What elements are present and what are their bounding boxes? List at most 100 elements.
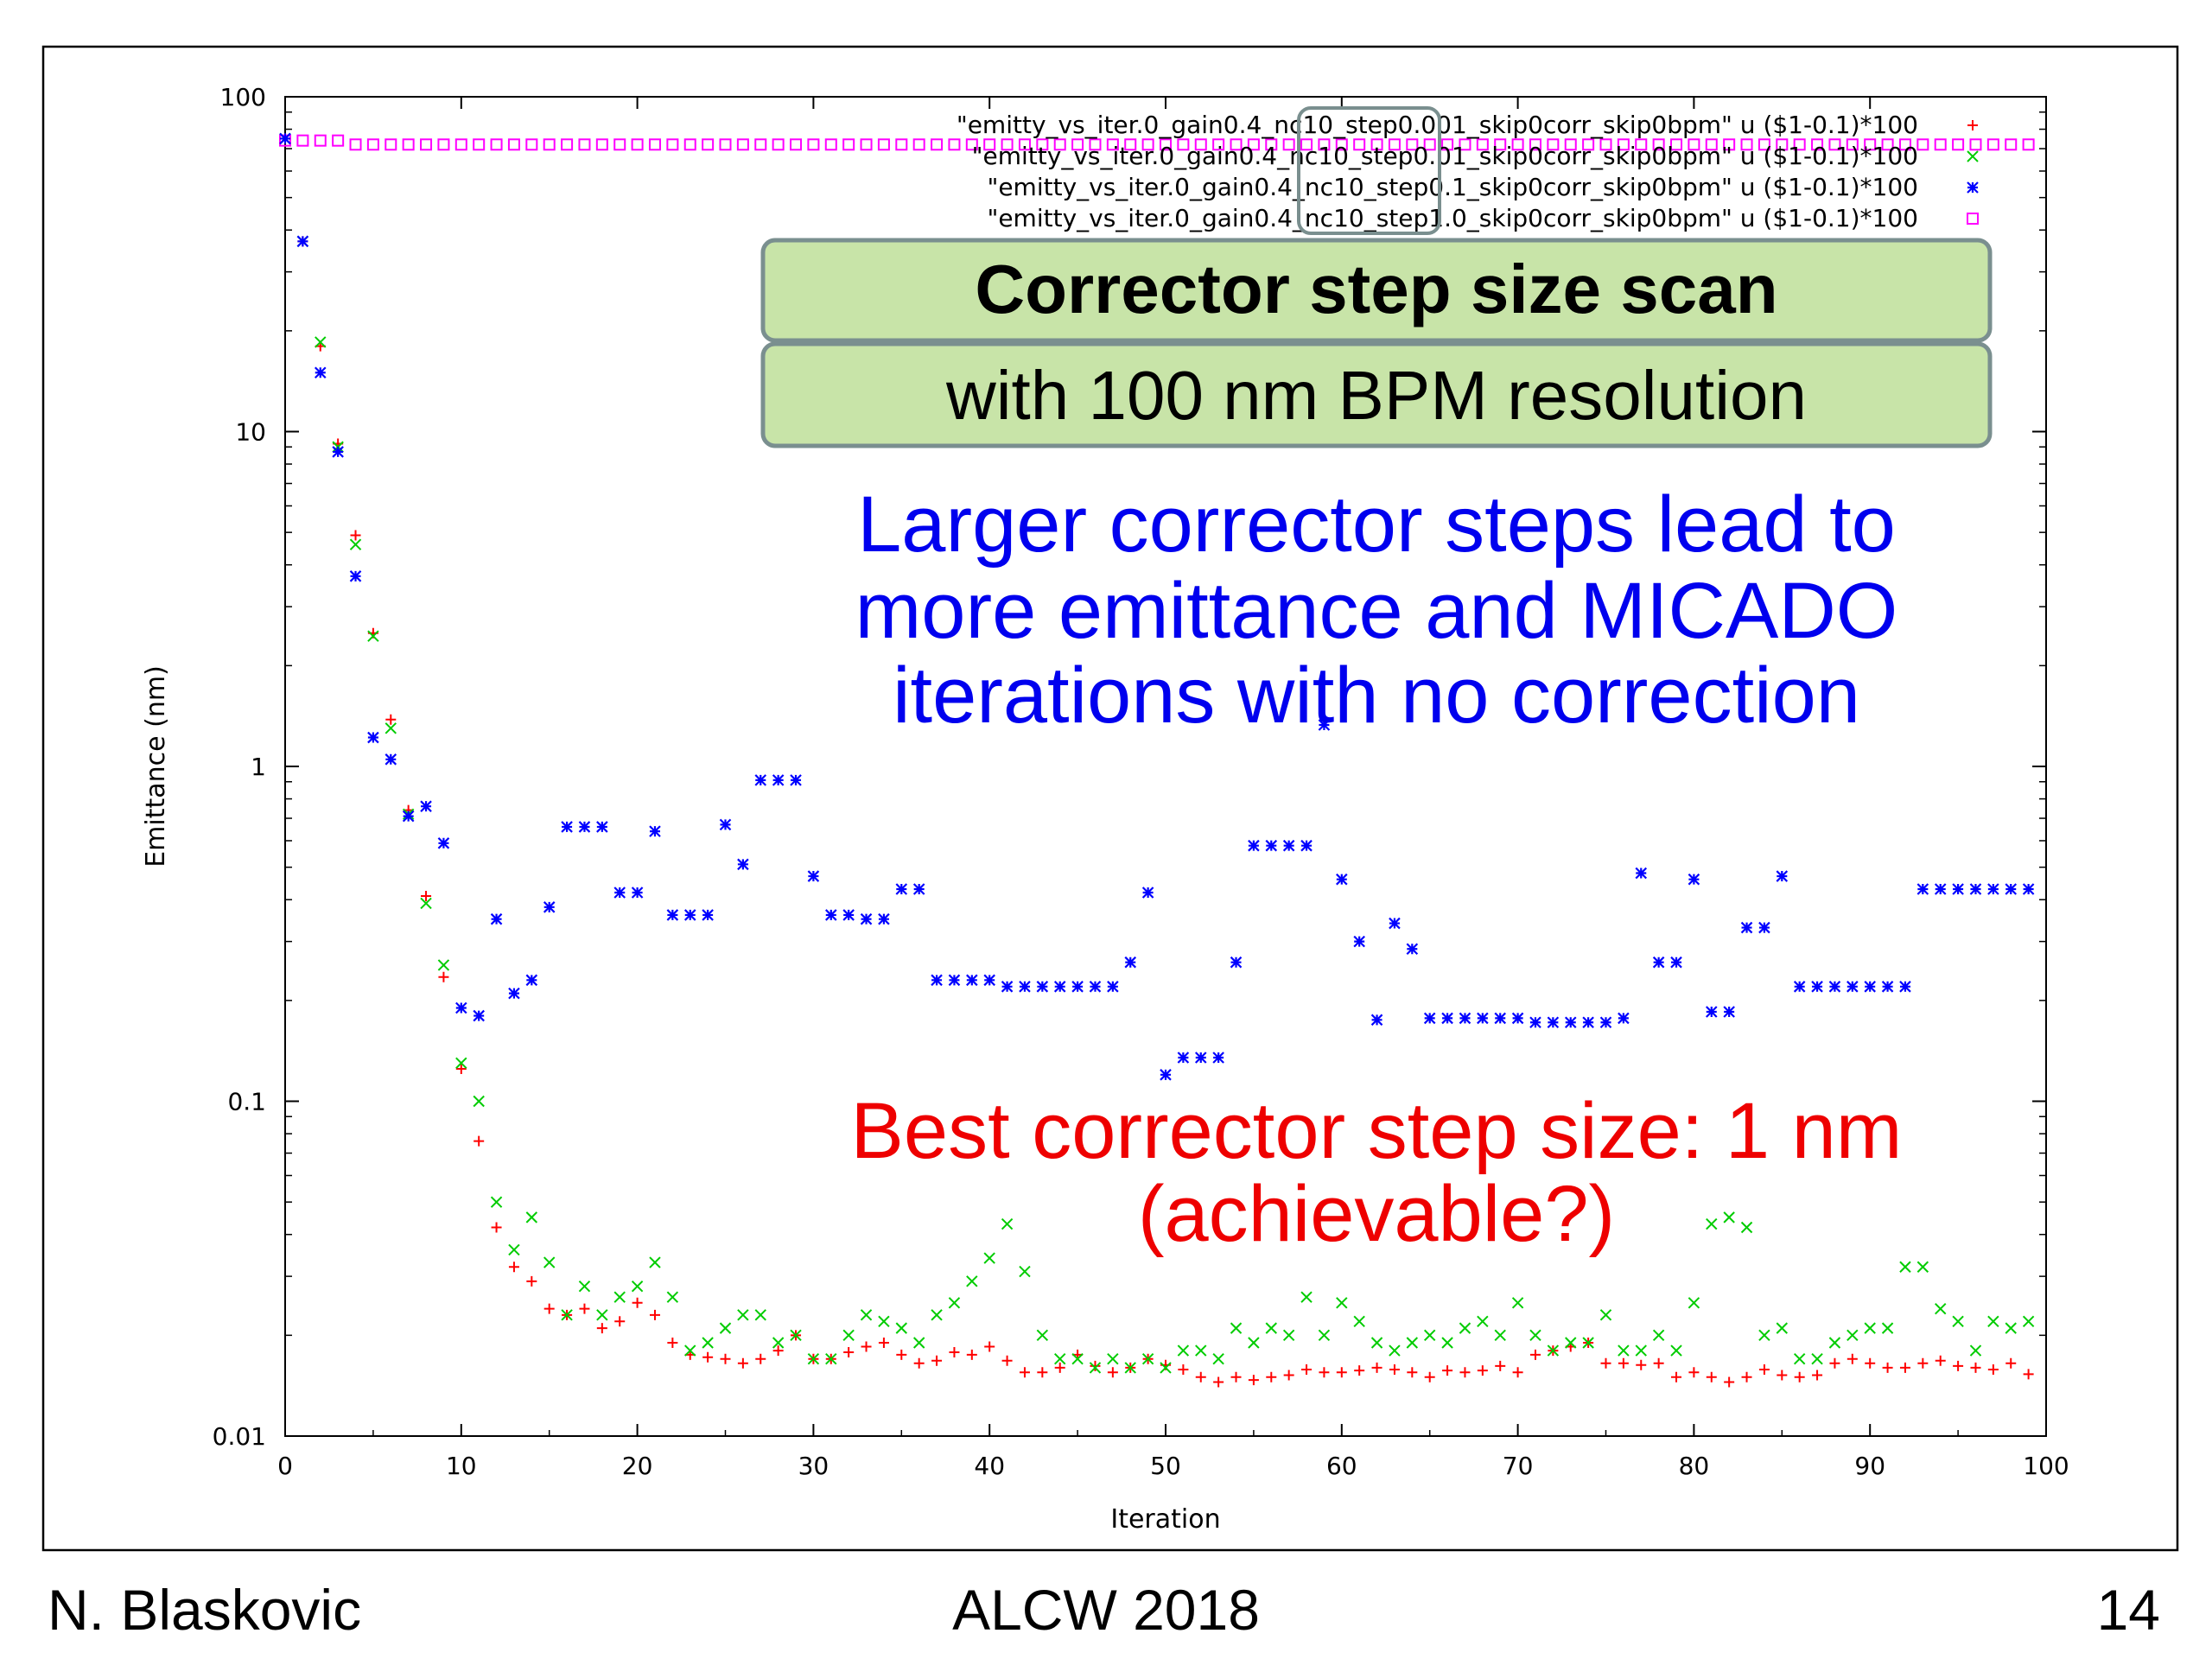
series-2-point <box>2005 883 2018 895</box>
plus-glyph <box>350 530 361 541</box>
series-2-point <box>966 974 978 987</box>
series-1-point <box>772 1337 785 1349</box>
star-glyph <box>296 235 309 248</box>
cross-glyph <box>1230 1322 1243 1334</box>
plus-glyph <box>896 1349 907 1360</box>
series-2-point <box>1248 839 1260 852</box>
plus-glyph <box>931 1355 943 1366</box>
star-glyph <box>1053 981 1066 993</box>
cross-glyph <box>1706 1217 1718 1230</box>
series-3-point <box>1036 138 1049 151</box>
series-2-point <box>1564 1016 1577 1029</box>
series-2-point <box>1934 883 1947 895</box>
cross-glyph <box>1036 1329 1049 1342</box>
square-glyph <box>1406 138 1419 151</box>
cross-glyph <box>807 1352 820 1365</box>
series-2-point <box>1670 956 1682 969</box>
square-glyph <box>983 138 996 151</box>
star-glyph <box>1036 981 1049 993</box>
series-2-point <box>279 132 291 145</box>
series-2-point <box>1107 981 1119 993</box>
square-glyph <box>1388 138 1401 151</box>
series-2-point <box>1389 917 1401 930</box>
series-2-point <box>561 821 573 833</box>
plus-glyph <box>1512 1367 1523 1378</box>
series-1-point <box>455 1057 467 1070</box>
x-tick-label: 60 <box>1326 1452 1357 1480</box>
plus-glyph <box>1953 1360 1964 1371</box>
series-1-point <box>1529 1329 1541 1342</box>
series-1-point <box>1406 1337 1419 1349</box>
square-glyph <box>1740 138 1753 151</box>
series-2-point <box>1706 1006 1718 1018</box>
series-1-point <box>1811 1352 1823 1365</box>
star-glyph <box>525 974 538 987</box>
series-3-point <box>1124 138 1137 151</box>
series-3-point <box>1969 138 1982 151</box>
series-0-point <box>1054 1362 1065 1373</box>
plus-glyph <box>491 1222 502 1233</box>
star-glyph <box>948 974 961 987</box>
star-glyph <box>367 731 379 744</box>
series-3-point <box>490 138 503 151</box>
star-glyph <box>578 821 591 833</box>
series-0-point <box>1477 1365 1488 1376</box>
series-1-point <box>1987 1315 1999 1328</box>
series-1-point <box>912 1337 925 1349</box>
cross-glyph <box>1212 1352 1224 1365</box>
square-glyph <box>631 138 644 151</box>
square-glyph <box>1898 138 1911 151</box>
series-3-point <box>385 138 397 151</box>
series-0-point <box>632 1297 643 1308</box>
plus-glyph <box>508 1262 519 1273</box>
star-glyph <box>860 912 873 925</box>
square-glyph <box>1160 138 1172 151</box>
series-0-point <box>1459 1367 1471 1378</box>
cross-glyph <box>420 897 432 910</box>
series-1-point <box>1847 1329 1859 1342</box>
series-0-point <box>772 1345 784 1357</box>
series-3-point <box>1406 138 1419 151</box>
square-glyph <box>296 134 309 147</box>
square-glyph <box>1353 138 1366 151</box>
y-tick-label: 10 <box>235 418 266 447</box>
series-0-point <box>1495 1360 1506 1371</box>
series-2-point <box>1282 839 1295 852</box>
series-3-point <box>1476 138 1489 151</box>
series-1-point <box>1001 1217 1014 1230</box>
x-tick-label: 100 <box>2023 1452 2069 1480</box>
plus-glyph <box>1812 1370 1823 1381</box>
series-0-point <box>1283 1370 1294 1381</box>
cross-glyph <box>349 538 362 550</box>
star-glyph <box>1969 883 1982 895</box>
star-glyph <box>1688 873 1700 886</box>
square-glyph <box>1036 138 1049 151</box>
cross-glyph <box>2005 1322 2017 1334</box>
cross-glyph <box>1441 1337 1453 1349</box>
plus-glyph <box>1741 1371 1752 1382</box>
star-glyph <box>1459 1012 1471 1025</box>
plus-glyph <box>421 891 432 902</box>
star-glyph <box>1635 867 1648 880</box>
series-1-point <box>1706 1217 1718 1230</box>
x-tick-label: 40 <box>974 1452 1005 1480</box>
square-glyph <box>1335 138 1348 151</box>
series-1-point <box>1423 1329 1436 1342</box>
square-glyph <box>1617 138 1630 151</box>
legend-highlight-box <box>1297 106 1441 235</box>
star-glyph <box>1019 981 1031 993</box>
series-3-point <box>1459 138 1471 151</box>
plus-glyph <box>1424 1371 1435 1382</box>
star-glyph <box>1793 981 1806 993</box>
series-0-point <box>1301 1364 1313 1376</box>
cross-glyph <box>842 1329 855 1342</box>
star-glyph <box>1248 839 1260 852</box>
square-glyph <box>877 138 890 151</box>
series-2-point <box>1618 1012 1630 1025</box>
series-1-point <box>385 722 397 734</box>
series-2-point <box>1370 1014 1383 1027</box>
series-0-point <box>1917 1357 1929 1369</box>
series-3-point <box>912 138 925 151</box>
cross-glyph <box>1107 1352 1119 1365</box>
series-3-point <box>983 138 996 151</box>
